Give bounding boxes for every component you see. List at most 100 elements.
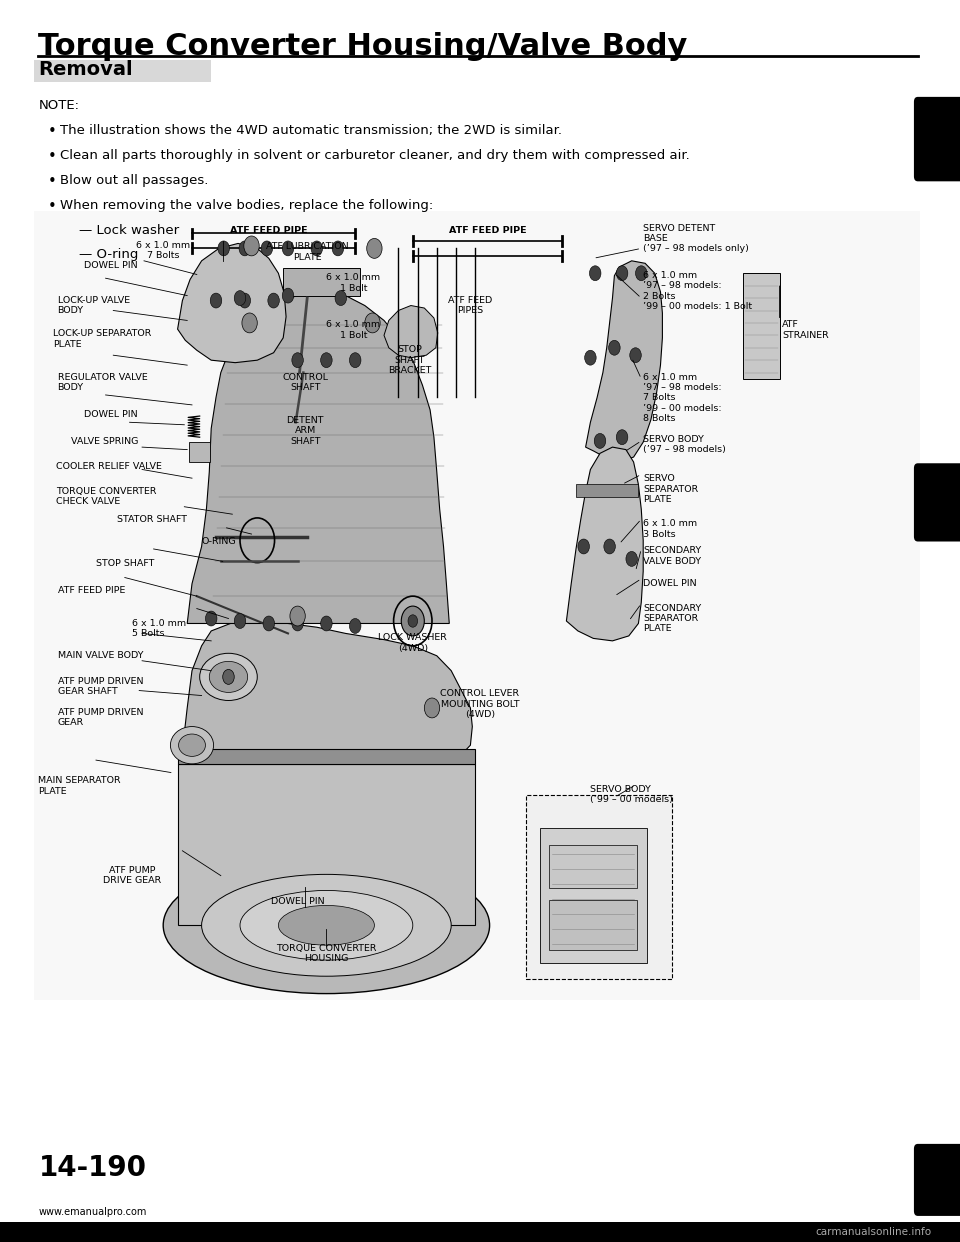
Text: LOCK-UP VALVE
BODY: LOCK-UP VALVE BODY xyxy=(58,296,130,315)
Text: VALVE SPRING: VALVE SPRING xyxy=(71,437,138,446)
Bar xyxy=(526,795,672,979)
Text: MAIN SEPARATOR
PLATE: MAIN SEPARATOR PLATE xyxy=(38,776,121,796)
Circle shape xyxy=(311,241,323,256)
Text: TORQUE CONVERTER
CHECK VALVE: TORQUE CONVERTER CHECK VALVE xyxy=(56,487,156,507)
Bar xyxy=(189,442,210,462)
Polygon shape xyxy=(566,447,643,641)
FancyBboxPatch shape xyxy=(914,97,960,181)
Circle shape xyxy=(349,619,361,633)
Bar xyxy=(283,268,360,296)
Text: STATOR SHAFT: STATOR SHAFT xyxy=(117,515,187,524)
Circle shape xyxy=(365,313,380,333)
Text: CONTROL LEVER
MOUNTING BOLT
(4WD): CONTROL LEVER MOUNTING BOLT (4WD) xyxy=(441,689,519,719)
Text: •: • xyxy=(48,124,57,139)
Text: — O-ring: — O-ring xyxy=(79,248,138,261)
Circle shape xyxy=(626,551,637,566)
Bar xyxy=(549,845,637,888)
FancyBboxPatch shape xyxy=(914,463,960,542)
Circle shape xyxy=(292,353,303,368)
Bar xyxy=(178,749,475,764)
Ellipse shape xyxy=(202,874,451,976)
Text: When removing the valve bodies, replace the following:: When removing the valve bodies, replace … xyxy=(60,199,433,211)
Circle shape xyxy=(282,288,294,303)
Circle shape xyxy=(578,539,589,554)
Circle shape xyxy=(349,353,361,368)
Text: STOP
SHAFT
BRACKET: STOP SHAFT BRACKET xyxy=(388,345,432,375)
Circle shape xyxy=(367,238,382,258)
Text: ATF PUMP DRIVEN
GEAR: ATF PUMP DRIVEN GEAR xyxy=(58,708,143,728)
Circle shape xyxy=(244,236,259,256)
Text: COOLER RELIEF VALVE: COOLER RELIEF VALVE xyxy=(56,462,161,471)
Polygon shape xyxy=(178,243,286,363)
Text: Blow out all passages.: Blow out all passages. xyxy=(60,174,208,186)
Text: TORQUE CONVERTER
HOUSING: TORQUE CONVERTER HOUSING xyxy=(276,944,376,964)
Text: ATF PUMP
DRIVE GEAR: ATF PUMP DRIVE GEAR xyxy=(104,866,161,886)
Ellipse shape xyxy=(278,905,374,945)
Circle shape xyxy=(636,266,647,281)
Circle shape xyxy=(594,433,606,448)
Text: MAIN VALVE BODY: MAIN VALVE BODY xyxy=(58,651,143,660)
Circle shape xyxy=(424,698,440,718)
Text: •: • xyxy=(48,174,57,189)
Text: LOCK-UP SEPARATOR
PLATE: LOCK-UP SEPARATOR PLATE xyxy=(53,329,151,349)
Bar xyxy=(178,764,475,925)
Text: CONTROL
SHAFT: CONTROL SHAFT xyxy=(282,373,328,392)
Text: ATF FEED
PIPES: ATF FEED PIPES xyxy=(448,296,492,315)
Text: The illustration shows the 4WD automatic transmission; the 2WD is similar.: The illustration shows the 4WD automatic… xyxy=(60,124,562,137)
Text: ATF FEED PIPE: ATF FEED PIPE xyxy=(230,226,307,235)
Text: •: • xyxy=(48,149,57,164)
Circle shape xyxy=(589,266,601,281)
Text: SECONDARY
SEPARATOR
PLATE: SECONDARY SEPARATOR PLATE xyxy=(643,604,702,633)
Circle shape xyxy=(282,241,294,256)
Bar xyxy=(34,60,211,82)
Polygon shape xyxy=(182,621,472,750)
Polygon shape xyxy=(384,306,438,358)
Circle shape xyxy=(268,293,279,308)
Circle shape xyxy=(616,266,628,281)
Ellipse shape xyxy=(179,734,205,756)
Bar xyxy=(576,484,638,497)
Text: DOWEL PIN: DOWEL PIN xyxy=(84,410,138,419)
Text: ATF LUBRICATION
PLATE: ATF LUBRICATION PLATE xyxy=(266,242,348,262)
Circle shape xyxy=(609,340,620,355)
Bar xyxy=(743,273,780,379)
Text: Clean all parts thoroughly in solvent or carburetor cleaner, and dry them with c: Clean all parts thoroughly in solvent or… xyxy=(60,149,689,161)
Bar xyxy=(0,1222,960,1242)
Text: Torque Converter Housing/Valve Body: Torque Converter Housing/Valve Body xyxy=(38,32,687,61)
Circle shape xyxy=(401,606,424,636)
Polygon shape xyxy=(187,292,449,623)
Text: SERVO BODY
(’99 – 00 models): SERVO BODY (’99 – 00 models) xyxy=(590,785,673,805)
Text: SERVO
SEPARATOR
PLATE: SERVO SEPARATOR PLATE xyxy=(643,474,699,504)
Ellipse shape xyxy=(209,661,248,693)
Text: •: • xyxy=(48,199,57,214)
Circle shape xyxy=(630,348,641,363)
Text: Removal: Removal xyxy=(38,60,133,79)
Text: 6 x 1.0 mm
’97 – 98 models:
2 Bolts
’99 – 00 models: 1 Bolt: 6 x 1.0 mm ’97 – 98 models: 2 Bolts ’99 … xyxy=(643,271,753,310)
Circle shape xyxy=(332,241,344,256)
Circle shape xyxy=(223,669,234,684)
Ellipse shape xyxy=(240,891,413,960)
Circle shape xyxy=(218,241,229,256)
Text: REGULATOR VALVE
BODY: REGULATOR VALVE BODY xyxy=(58,373,147,392)
Circle shape xyxy=(616,430,628,445)
Text: 6 x 1.0 mm
’97 – 98 models:
7 Bolts
’99 – 00 models:
8 Bolts: 6 x 1.0 mm ’97 – 98 models: 7 Bolts ’99 … xyxy=(643,373,722,424)
Circle shape xyxy=(321,353,332,368)
Bar xyxy=(540,828,647,963)
Ellipse shape xyxy=(170,727,213,764)
Bar xyxy=(549,900,637,950)
Polygon shape xyxy=(586,261,662,462)
Text: 6 x 1.0 mm
1 Bolt: 6 x 1.0 mm 1 Bolt xyxy=(326,320,380,340)
Text: 6 x 1.0 mm
5 Bolts: 6 x 1.0 mm 5 Bolts xyxy=(132,619,186,638)
Text: 14-190: 14-190 xyxy=(38,1154,146,1182)
Text: ATF PUMP DRIVEN
GEAR SHAFT: ATF PUMP DRIVEN GEAR SHAFT xyxy=(58,677,143,697)
Text: 6 x 1.0 mm
1 Bolt: 6 x 1.0 mm 1 Bolt xyxy=(326,273,380,293)
FancyBboxPatch shape xyxy=(914,1144,960,1216)
Circle shape xyxy=(210,293,222,308)
Circle shape xyxy=(205,611,217,626)
Text: DOWEL PIN: DOWEL PIN xyxy=(643,579,697,587)
Text: SERVO BODY
(’97 – 98 models): SERVO BODY (’97 – 98 models) xyxy=(643,435,726,455)
Bar xyxy=(34,211,920,1000)
Circle shape xyxy=(335,291,347,306)
Circle shape xyxy=(234,614,246,628)
Text: 6 x 1.0 mm
7 Bolts: 6 x 1.0 mm 7 Bolts xyxy=(136,241,190,261)
